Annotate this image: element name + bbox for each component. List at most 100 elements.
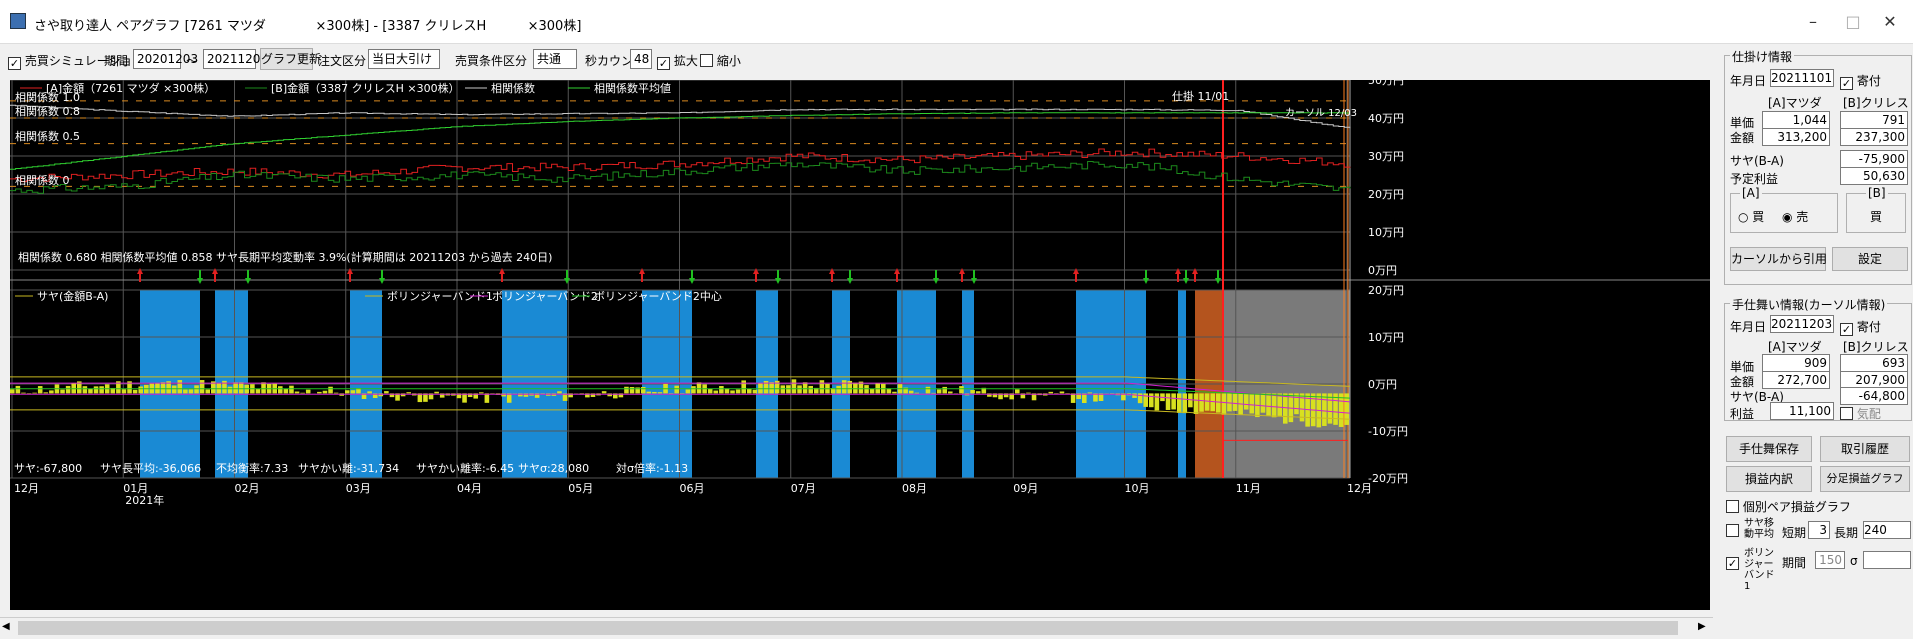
saya-bar: [328, 386, 333, 394]
saya-bar: [624, 386, 629, 394]
boll-period-field[interactable]: 150: [1815, 551, 1845, 569]
saya-bar: [194, 385, 199, 394]
pair-chart[interactable]: [A]金額（7261 マツダ ×300株） [B]金額（3387 クリレスH ×3…: [10, 74, 1710, 610]
close-yori-check[interactable]: ✓: [1840, 323, 1853, 336]
saya-bar: [423, 393, 428, 402]
trade-marker-arrow: [564, 278, 570, 284]
close-yori-checkbox[interactable]: ✓ 寄付: [1840, 318, 1881, 336]
close-profit-value: 11,100: [1770, 402, 1834, 420]
saya-bar: [1221, 393, 1227, 415]
trade-marker-arrow: [245, 278, 251, 284]
saya-bar: [908, 390, 914, 394]
open-saya-label: サヤ(B-A): [1730, 154, 1784, 168]
open-price-b[interactable]: 791: [1840, 111, 1908, 129]
a-sell-label: 売: [1796, 210, 1809, 224]
corr-label: 相関係数 0.5: [15, 130, 80, 143]
saya-bar: [847, 380, 853, 394]
order-select[interactable]: 当日大引け: [368, 49, 440, 69]
saya-bar: [1294, 393, 1299, 415]
update-graph-button[interactable]: グラフ更新: [260, 48, 321, 70]
minimize-button[interactable]: –: [1809, 12, 1817, 31]
saya-bar: [1271, 393, 1277, 418]
trade-history-button[interactable]: 取引履歴: [1820, 436, 1910, 462]
cursor-marker-label: カーソル 12/03: [1285, 107, 1357, 119]
from-cursor-button[interactable]: カーソルから引用: [1730, 247, 1827, 271]
x-axis-label: 01月: [123, 482, 148, 495]
pair-graph-checkbox[interactable]: 個別ペア損益グラフ: [1726, 498, 1851, 515]
setting-button[interactable]: 設定: [1832, 247, 1908, 271]
chart-svg[interactable]: [A]金額（7261 マツダ ×300株） [B]金額（3387 クリレスH ×3…: [10, 74, 1710, 610]
ma-check[interactable]: [1726, 524, 1739, 537]
saya-bar: [858, 381, 864, 394]
saya-bar: [1283, 393, 1288, 424]
save-close-button[interactable]: 手仕舞保存: [1726, 436, 1812, 462]
maximize-button[interactable]: □: [1845, 12, 1861, 31]
scroll-right-arrow[interactable]: ▶: [1698, 621, 1706, 632]
sigma-label: σ: [1850, 554, 1858, 568]
horizontal-scrollbar[interactable]: ◀ ▶: [0, 617, 1713, 639]
ma-checkbox[interactable]: [1726, 524, 1739, 538]
shrink-check[interactable]: [700, 54, 713, 67]
saya-bar: [15, 385, 21, 394]
close-button[interactable]: ✕: [1883, 12, 1897, 31]
open-yori-check[interactable]: ✓: [1840, 77, 1853, 90]
saya-bar: [1176, 393, 1182, 413]
zoom-checkbox[interactable]: ✓ 拡大: [657, 52, 698, 70]
sim-check[interactable]: ✓: [8, 57, 21, 70]
saya-bar: [77, 381, 82, 394]
sec-count-field[interactable]: 48: [630, 49, 652, 69]
legend-label: ボリンジャーバンド2: [492, 290, 598, 303]
end-date-field[interactable]: 20211203: [203, 49, 268, 69]
saya-bar: [970, 390, 975, 394]
pair-graph-check[interactable]: [1726, 500, 1739, 513]
lower-stat: サヤσ:28,080: [518, 462, 589, 475]
close-date-field[interactable]: 20211203: [1770, 315, 1834, 333]
saya-bar: [166, 381, 171, 394]
zoom-check[interactable]: ✓: [657, 57, 670, 70]
saya-bar: [836, 385, 841, 394]
minute-pl-graph-button[interactable]: 分足損益グラフ: [1820, 466, 1910, 492]
scroll-thumb[interactable]: [18, 621, 1678, 635]
saya-bar: [400, 393, 406, 397]
sim-checkbox[interactable]: ✓ 売買シミュレーション: [8, 52, 144, 70]
a-buy-radio[interactable]: ○ 買: [1738, 210, 1765, 224]
short-field[interactable]: 3: [1808, 521, 1830, 539]
open-price-a[interactable]: 1,044: [1762, 111, 1830, 129]
saya-bar: [501, 393, 506, 397]
trade-marker-arrow: [959, 268, 965, 274]
kihai-label: 気配: [1856, 407, 1881, 421]
start-date-field[interactable]: 20201203: [133, 49, 198, 69]
trade-marker-arrow: [847, 278, 853, 284]
saya-bar: [43, 392, 49, 394]
saya-bar: [395, 393, 400, 401]
saya-bar: [1137, 393, 1143, 404]
close-saya-label: サヤ(B-A): [1730, 390, 1784, 404]
scroll-left-arrow[interactable]: ◀: [2, 621, 10, 632]
cond-select[interactable]: 共通: [533, 49, 577, 69]
saya-bar: [892, 391, 897, 394]
a-sell-radio[interactable]: ◉ 売: [1782, 210, 1809, 224]
kihai-checkbox[interactable]: 気配: [1840, 405, 1881, 422]
kihai-check[interactable]: [1840, 407, 1853, 420]
saya-bar: [925, 386, 931, 394]
saya-bar: [841, 380, 847, 394]
sigma-field[interactable]: [1863, 551, 1911, 569]
saya-bar: [372, 393, 378, 399]
boll-check[interactable]: ✓: [1726, 557, 1739, 570]
saya-bar: [1327, 393, 1333, 424]
open-yori-checkbox[interactable]: ✓ 寄付: [1840, 72, 1881, 90]
trade-marker-arrow: [689, 278, 695, 284]
saya-bar: [696, 382, 702, 394]
y-axis-label: -20万円: [1368, 472, 1408, 485]
shrink-checkbox[interactable]: 縮小: [700, 52, 741, 69]
saya-bar: [222, 380, 227, 394]
window-title: さや取り達人 ペアグラフ [7261 マツダ ×300株] - [3387 クリ…: [34, 19, 582, 34]
long-field[interactable]: 240: [1863, 521, 1911, 539]
saya-bar: [797, 385, 802, 394]
boll-checkbox[interactable]: ✓: [1726, 554, 1739, 570]
open-date-field[interactable]: 20211101: [1770, 69, 1834, 87]
saya-bar: [1249, 393, 1255, 414]
saya-bar: [741, 380, 746, 394]
pl-breakdown-button[interactable]: 損益内訳: [1726, 466, 1812, 492]
saya-bar: [350, 390, 356, 394]
